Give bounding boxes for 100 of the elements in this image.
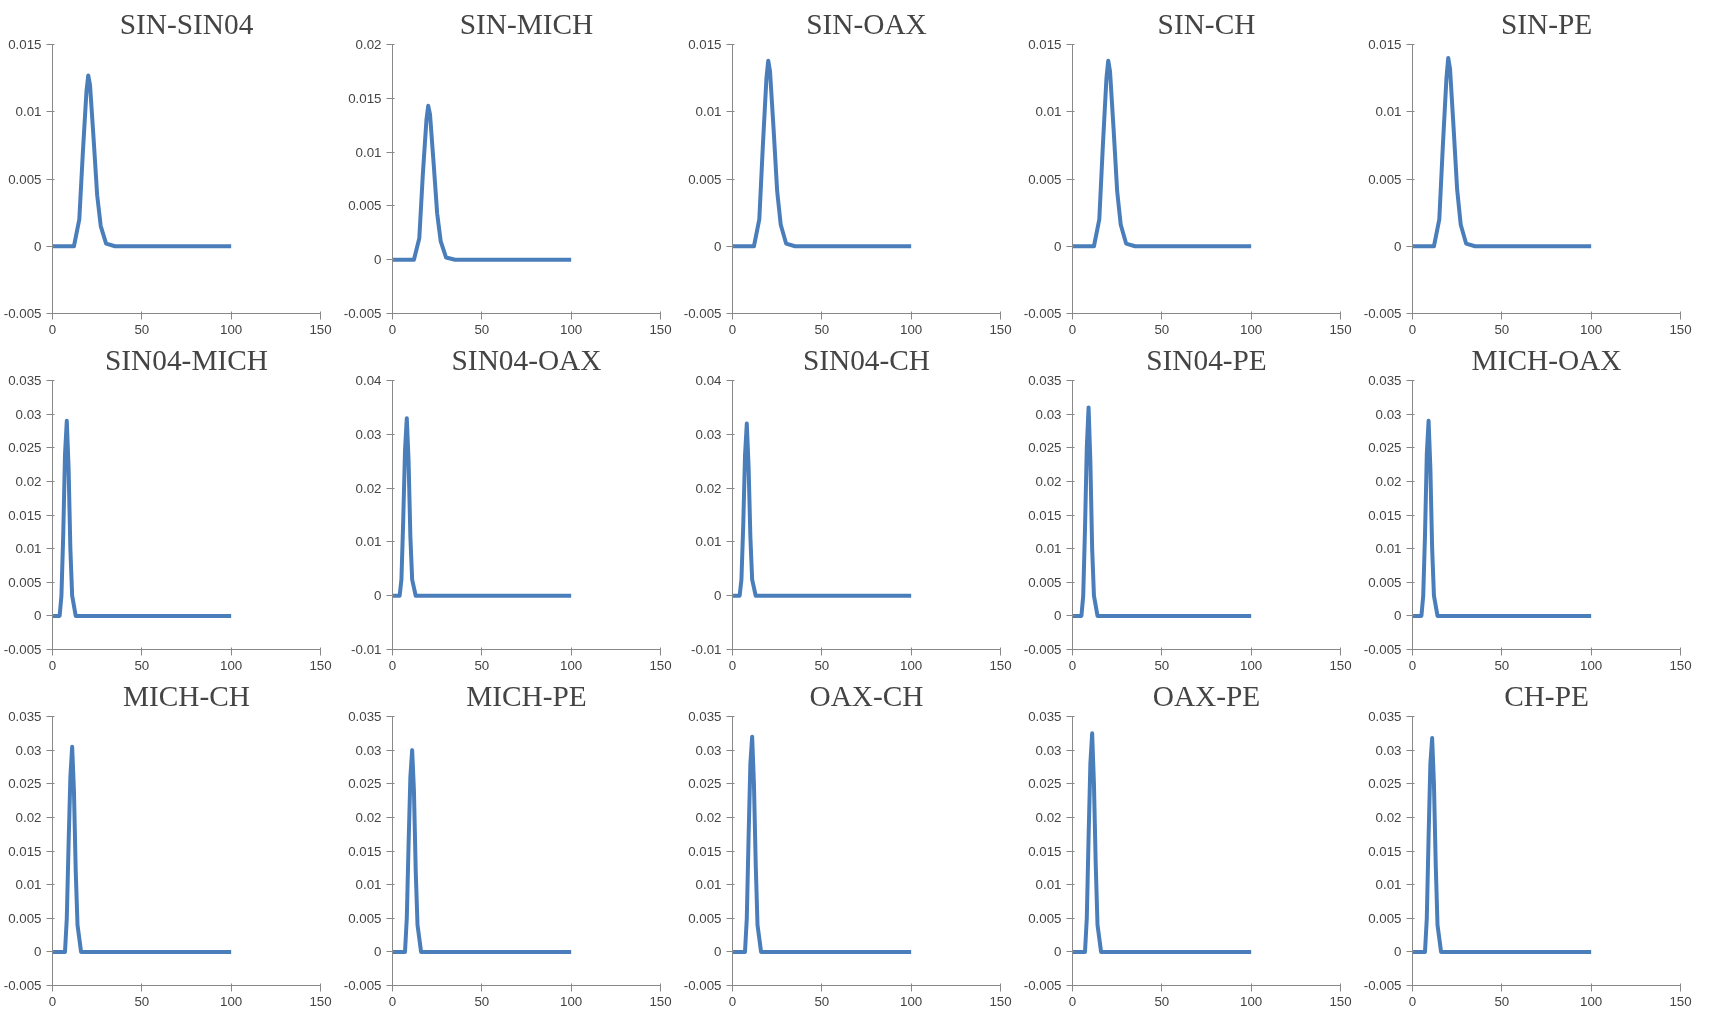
x-tick-label: 150 xyxy=(309,657,332,673)
chart-title: OAX-PE xyxy=(1152,679,1261,712)
y-tick-label: 0.025 xyxy=(1368,440,1402,456)
x-tick-label: 100 xyxy=(900,657,923,673)
x-tick-label: 150 xyxy=(1669,657,1692,673)
y-tick-label: -0.01 xyxy=(351,642,382,657)
y-tick-label: 0.025 xyxy=(8,776,42,792)
y-tick-label: 0.04 xyxy=(695,373,723,388)
x-tick-label: 50 xyxy=(1494,321,1510,337)
chart-title: MICH-CH xyxy=(122,679,251,712)
y-tick-label: 0 xyxy=(714,588,722,604)
y-tick-label: 0.005 xyxy=(1028,574,1062,590)
y-tick-label: -0.005 xyxy=(3,978,42,993)
y-tick-label: 0.025 xyxy=(1368,776,1402,792)
y-tick-label: 0.005 xyxy=(1368,574,1402,590)
x-tick-label: 50 xyxy=(474,993,490,1009)
x-tick-label: 150 xyxy=(1669,993,1692,1009)
y-tick-label: 0.04 xyxy=(355,373,383,388)
y-tick-label: 0.035 xyxy=(1368,373,1402,388)
x-tick-label: 150 xyxy=(1669,321,1692,337)
y-tick-label: 0 xyxy=(34,608,42,624)
y-tick-label: 0.015 xyxy=(348,90,382,106)
y-tick-label: 0.035 xyxy=(1028,709,1062,724)
y-tick-label: 0.03 xyxy=(1035,742,1062,758)
y-tick-label: 0 xyxy=(714,238,722,254)
chart-title: SIN-SIN04 xyxy=(119,7,254,40)
y-tick-label: 0.005 xyxy=(1028,910,1062,926)
y-tick-label: 0.005 xyxy=(688,910,722,926)
y-tick-label: 0.015 xyxy=(348,843,382,859)
chart-title: MICH-OAX xyxy=(1471,343,1622,376)
y-tick-label: 0.01 xyxy=(355,534,382,550)
chart-title: SIN-CH xyxy=(1157,7,1256,40)
y-tick-label: 0.01 xyxy=(355,877,382,893)
x-tick-label: 100 xyxy=(220,993,243,1009)
x-tick-label: 50 xyxy=(1154,657,1170,673)
y-tick-label: 0.015 xyxy=(8,507,42,523)
y-tick-label: 0.02 xyxy=(355,480,382,496)
x-tick-label: 150 xyxy=(1329,993,1352,1009)
y-tick-label: 0.02 xyxy=(695,809,722,825)
chart-title: SIN04-PE xyxy=(1146,343,1267,376)
y-tick-label: 0.02 xyxy=(15,473,42,489)
y-tick-label: 0.005 xyxy=(1028,171,1062,187)
y-tick-label: 0.01 xyxy=(1035,541,1062,557)
y-tick-label: 0.03 xyxy=(695,426,722,442)
y-tick-label: 0.035 xyxy=(348,709,382,724)
y-tick-label: 0.005 xyxy=(8,171,42,187)
y-tick-label: 0 xyxy=(1394,608,1402,624)
y-tick-label: 0.025 xyxy=(8,440,42,456)
x-tick-label: 0 xyxy=(1068,993,1077,1009)
y-tick-label: 0.01 xyxy=(1375,541,1402,557)
y-tick-label: 0.015 xyxy=(1028,843,1062,859)
y-tick-label: 0.02 xyxy=(695,480,722,496)
x-tick-label: 50 xyxy=(474,657,490,673)
y-tick-label: 0.015 xyxy=(1028,507,1062,523)
x-tick-label: 50 xyxy=(814,657,830,673)
y-tick-label: 0 xyxy=(1394,238,1402,254)
y-tick-label: 0.035 xyxy=(1368,709,1402,724)
x-tick-label: 0 xyxy=(1408,321,1417,337)
x-tick-label: 100 xyxy=(900,993,923,1009)
y-tick-label: 0.02 xyxy=(1035,473,1062,489)
y-tick-label: -0.01 xyxy=(691,642,722,657)
x-tick-label: 0 xyxy=(1408,657,1417,673)
y-tick-label: 0.035 xyxy=(1028,373,1062,388)
y-tick-label: 0 xyxy=(1394,944,1402,960)
y-tick-label: 0.035 xyxy=(688,709,722,724)
x-tick-label: 100 xyxy=(1240,657,1263,673)
y-tick-label: 0.015 xyxy=(1028,37,1062,52)
chart-title: SIN-MICH xyxy=(459,7,594,40)
y-tick-label: 0.015 xyxy=(688,37,722,52)
y-tick-label: 0.03 xyxy=(1375,742,1402,758)
x-tick-label: 0 xyxy=(48,321,57,337)
x-tick-label: 0 xyxy=(1068,321,1077,337)
x-tick-label: 100 xyxy=(220,321,243,337)
y-tick-label: 0.025 xyxy=(1028,776,1062,792)
chart-title: CH-PE xyxy=(1504,679,1589,712)
x-tick-label: 100 xyxy=(220,657,243,673)
chart-title: SIN04-OAX xyxy=(451,343,602,376)
y-tick-label: 0.015 xyxy=(688,843,722,859)
y-tick-label: -0.005 xyxy=(1023,642,1062,657)
x-tick-label: 150 xyxy=(649,993,672,1009)
y-tick-label: -0.005 xyxy=(1363,642,1402,657)
y-tick-label: 0 xyxy=(374,588,382,604)
x-tick-label: 0 xyxy=(48,993,57,1009)
y-tick-label: 0.02 xyxy=(355,37,382,52)
x-tick-label: 100 xyxy=(560,657,583,673)
chart-title: SIN-OAX xyxy=(806,7,927,40)
y-tick-label: -0.005 xyxy=(1363,306,1402,321)
y-tick-label: 0 xyxy=(34,944,42,960)
y-tick-label: 0.005 xyxy=(348,198,382,214)
x-tick-label: 100 xyxy=(1580,993,1603,1009)
chart-title: SIN-PE xyxy=(1500,7,1593,40)
y-tick-label: -0.005 xyxy=(343,978,382,993)
chart-title: SIN04-CH xyxy=(802,343,931,376)
x-tick-label: 100 xyxy=(1240,993,1263,1009)
y-tick-label: 0 xyxy=(34,238,42,254)
x-tick-label: 100 xyxy=(900,321,923,337)
x-tick-label: 0 xyxy=(388,321,397,337)
y-tick-label: 0.025 xyxy=(1028,440,1062,456)
y-tick-label: -0.005 xyxy=(1023,978,1062,993)
y-tick-label: 0.035 xyxy=(8,709,42,724)
